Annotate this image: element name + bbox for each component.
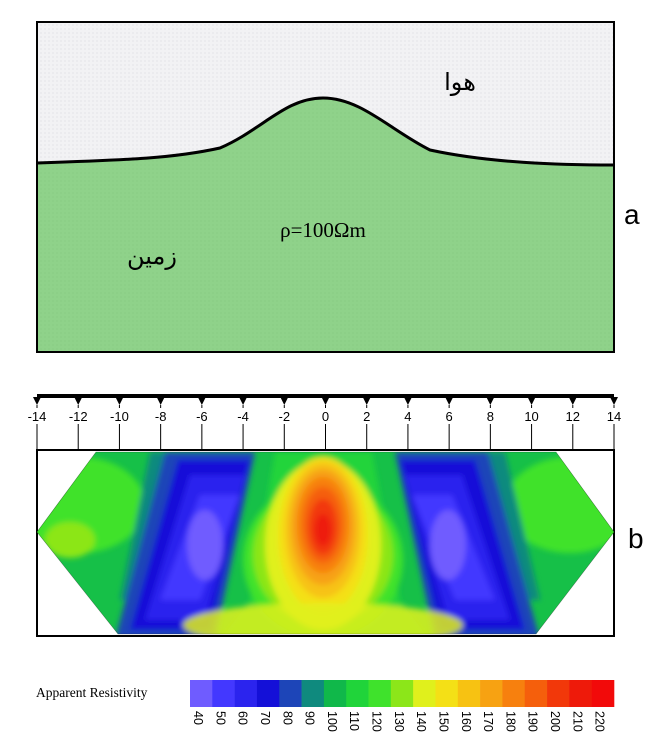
legend-swatch [212,680,235,707]
legend-swatch [524,680,548,707]
legend-swatch [301,680,325,707]
tick-label: 0 [322,409,329,424]
tick-label-bg [563,408,582,424]
pseudosection-outline [36,451,615,635]
electrode-marker [239,397,248,405]
legend-label: 150 [436,711,450,732]
legend-label: 100 [325,711,339,732]
legend-label: 70 [258,711,272,725]
legend-swatch [502,680,526,707]
legend-label: 180 [503,711,517,732]
legend-label: 140 [414,711,428,732]
legend-swatch [368,680,392,707]
legend-label: 90 [303,711,317,725]
legend-label: 40 [191,711,205,725]
panel-a-letter: a [624,199,640,230]
legend-label: 60 [236,711,250,725]
electrode-marker [610,397,618,405]
tick-label: -12 [69,409,88,424]
legend-label: 190 [526,711,540,732]
distance-axis: -14 -12 -10 -8 -6 -4 -2 0 2 4 6 8 10 12 14 [28,394,623,450]
resistivity-label: ρ=100Ωm [280,218,366,242]
tick-label-bg [481,408,500,424]
legend-label: 50 [213,711,227,725]
legend-swatch [346,680,369,707]
legend-label: 160 [459,711,473,732]
legend-label: 220 [593,711,607,732]
tick-label: -2 [279,409,291,424]
legend-label: 130 [392,711,406,732]
electrode-marker [115,397,124,405]
legend-swatch [190,680,213,707]
tick-label-bg [605,408,623,424]
panel-b-letter: b [628,523,644,554]
tick-label-bg [151,408,170,424]
air-label: هوا [444,68,476,96]
tick-label-bg [357,408,376,424]
electrode-marker [486,397,495,405]
electrode-marker [74,397,83,405]
legend-label: 80 [280,711,294,725]
electrode-marker [527,397,536,405]
legend-swatch [435,680,459,707]
pseudosection [37,452,614,634]
legend-title: Apparent Resistivity [36,685,148,700]
legend-label: 210 [570,711,584,732]
legend-swatch [547,680,570,707]
tick-label: -6 [196,409,208,424]
legend-swatch [569,680,592,707]
electrode-marker [321,397,330,405]
legend-swatch [413,680,436,707]
panel-a: هوا زمین ρ=100Ωm a [36,21,640,353]
tick-label-bg [440,408,459,424]
ground-texture [37,98,614,352]
tick-label-bg [192,408,211,424]
electrode-marker [33,397,41,405]
topography-line [36,96,615,167]
legend-swatch [323,680,347,707]
ground-label: زمین [127,242,177,270]
tick-label-bg [398,408,417,424]
electrode-marker [568,397,577,405]
tick-label-bg [69,408,88,424]
electrode-marker [280,397,289,405]
legend-swatch [480,680,503,707]
tick-label: 14 [607,409,621,424]
tick-label-bg [110,408,129,424]
tick-label-bg [234,408,253,424]
tick-label-bg [316,408,335,424]
legend-swatch [234,680,258,707]
legend-swatch [279,680,302,707]
legend-swatch [256,680,280,707]
electrode-marker [156,397,165,405]
legend-label: 200 [548,711,562,732]
color-legend: Apparent Resistivity 40 50 60 70 80 90 100 110 1… [36,680,615,732]
tick-label-bg [275,408,294,424]
tick-label: -10 [110,409,129,424]
tick-label: 8 [487,409,494,424]
legend-swatch [591,680,615,707]
electrode-marker [197,397,206,405]
tick-label: 4 [404,409,411,424]
legend-label: 110 [347,711,361,731]
tick-label-bg [28,408,46,424]
legend-swatch [457,680,481,707]
tick-label: -4 [237,409,249,424]
legend-label: 120 [370,711,384,732]
tick-label: 2 [363,409,370,424]
panel-a-frame [36,21,615,353]
tick-label: -14 [28,409,47,424]
legend-label: 170 [481,711,495,732]
panel-b: -14 -12 -10 -8 -6 -4 -2 0 2 4 6 8 10 12 14 [28,394,644,637]
tick-label-bg [522,408,541,424]
electrode-marker [445,397,454,405]
legend-swatch [390,680,414,707]
electrode-marker [403,397,412,405]
tick-label: 6 [446,409,453,424]
tick-label: -8 [155,409,167,424]
tick-label: 10 [524,409,538,424]
tick-label: 12 [566,409,580,424]
electrode-marker [362,397,371,405]
